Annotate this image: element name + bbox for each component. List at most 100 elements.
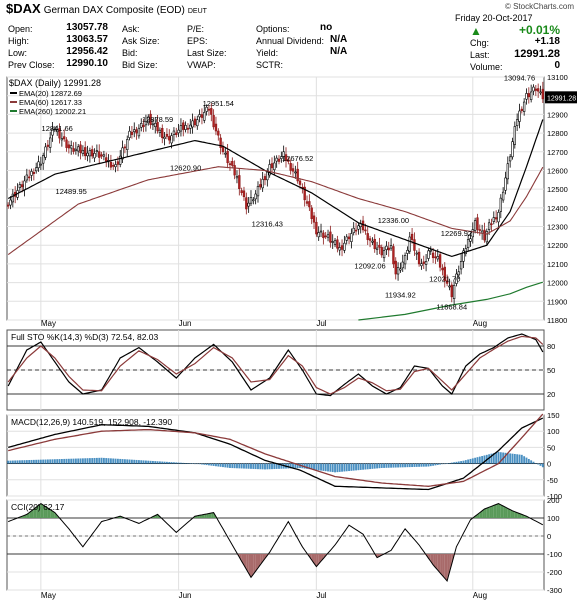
macd-histogram-bar bbox=[460, 461, 463, 464]
candle-body bbox=[11, 193, 15, 203]
candle-body bbox=[254, 193, 257, 200]
candle-body bbox=[289, 163, 292, 171]
cci-overbought-fill bbox=[38, 503, 41, 518]
last-label: Last: bbox=[470, 50, 490, 60]
candle-body bbox=[459, 261, 463, 270]
y-tick-label: 12200 bbox=[547, 241, 568, 250]
candle-body bbox=[532, 86, 535, 92]
candle-body bbox=[35, 167, 38, 172]
candle-body bbox=[522, 101, 526, 112]
candle-body bbox=[501, 191, 505, 201]
candle-body bbox=[200, 114, 204, 118]
macd-histogram-bar bbox=[310, 463, 313, 470]
macd-histogram-bar bbox=[149, 460, 152, 464]
cci-overbought-fill bbox=[36, 505, 39, 518]
macd-histogram-bar bbox=[243, 463, 245, 469]
macd-histogram-bar bbox=[240, 463, 243, 469]
candle-body bbox=[469, 238, 472, 242]
candle-body bbox=[112, 165, 115, 167]
lastsize-label: Last Size: bbox=[187, 48, 227, 58]
candle-body bbox=[219, 137, 222, 148]
macd-histogram-bar bbox=[91, 458, 94, 464]
cci-overbought-fill bbox=[208, 513, 212, 518]
candle-body bbox=[357, 225, 360, 230]
macd-histogram-bar bbox=[527, 458, 530, 464]
candle-body bbox=[539, 91, 542, 94]
candle-body bbox=[417, 251, 421, 265]
y-tick-label: 12100 bbox=[547, 260, 568, 269]
macd-histogram-bar bbox=[79, 458, 82, 464]
macd-histogram-bar bbox=[420, 463, 423, 467]
candle-body bbox=[261, 178, 264, 189]
macd-histogram-bar bbox=[497, 451, 500, 464]
macd-histogram-bar bbox=[170, 462, 173, 464]
macd-histogram-bar bbox=[341, 463, 343, 472]
bidsize-label: Bid Size: bbox=[122, 60, 158, 70]
macd-histogram-bar bbox=[56, 459, 59, 464]
candle-body bbox=[137, 127, 141, 137]
candle-body bbox=[228, 163, 232, 165]
candle-body bbox=[242, 190, 246, 198]
candle-body bbox=[308, 201, 311, 208]
macd-histogram-bar bbox=[534, 463, 537, 464]
macd-histogram-bar bbox=[128, 459, 131, 464]
macd-panel-title: MACD(12,26,9) 140.519, 152.908, -12.390 bbox=[11, 417, 172, 427]
macd-histogram-bar bbox=[46, 459, 49, 464]
macd-histogram-bar bbox=[271, 463, 273, 470]
candle-body bbox=[371, 240, 374, 243]
macd-histogram-bar bbox=[226, 463, 229, 468]
candle-body bbox=[256, 186, 260, 197]
macd-histogram-bar bbox=[140, 460, 143, 464]
macd-histogram-bar bbox=[357, 463, 360, 471]
candle-body bbox=[175, 132, 178, 135]
macd-histogram-bar bbox=[112, 458, 115, 464]
candle-body bbox=[352, 227, 355, 233]
macd-histogram-bar bbox=[175, 462, 178, 464]
price-annotation: 12878.59 bbox=[142, 115, 173, 124]
candle-body bbox=[515, 119, 519, 126]
candle-body bbox=[401, 261, 404, 269]
macd-histogram-bar bbox=[539, 463, 542, 466]
candle-body bbox=[170, 135, 173, 144]
candle-body bbox=[413, 239, 416, 251]
candle-body bbox=[67, 144, 71, 149]
y-tick-label: 100 bbox=[547, 427, 560, 436]
bid-label: Bid: bbox=[122, 48, 138, 58]
candle-body bbox=[282, 151, 285, 157]
candle-body bbox=[184, 125, 187, 130]
candle-body bbox=[399, 268, 402, 271]
cci-oversold-fill bbox=[255, 554, 258, 572]
candle-body bbox=[182, 122, 185, 130]
macd-histogram-bar bbox=[88, 458, 91, 464]
macd-histogram-bar bbox=[28, 460, 31, 464]
cci-overbought-fill bbox=[486, 507, 490, 518]
candle-body bbox=[128, 130, 131, 138]
macd-histogram-bar bbox=[441, 463, 444, 465]
macd-histogram-bar bbox=[422, 463, 425, 467]
y-tick-label: 11800 bbox=[547, 316, 567, 325]
macd-histogram-bar bbox=[464, 460, 467, 464]
candle-body bbox=[429, 249, 432, 252]
macd-histogram-bar bbox=[14, 460, 17, 464]
candle-body bbox=[231, 161, 234, 166]
candle-body bbox=[72, 148, 75, 152]
y-tick-label: 0 bbox=[547, 460, 551, 469]
macd-histogram-bar bbox=[116, 458, 119, 464]
candle-body bbox=[51, 129, 54, 136]
y-tick-label: 12300 bbox=[547, 223, 568, 232]
macd-histogram-bar bbox=[385, 463, 388, 468]
macd-histogram-bar bbox=[95, 457, 98, 464]
candle-body bbox=[485, 231, 488, 243]
macd-histogram-bar bbox=[273, 463, 276, 470]
candle-body bbox=[403, 255, 407, 265]
macd-histogram-bar bbox=[196, 463, 199, 465]
macd-histogram-bar bbox=[397, 463, 400, 468]
cci-oversold-fill bbox=[437, 554, 441, 573]
candle-body bbox=[441, 267, 444, 271]
macd-histogram-bar bbox=[77, 458, 80, 464]
macd-histogram-bar bbox=[72, 458, 75, 464]
candle-body bbox=[114, 164, 117, 168]
macd-histogram-bar bbox=[222, 463, 224, 468]
